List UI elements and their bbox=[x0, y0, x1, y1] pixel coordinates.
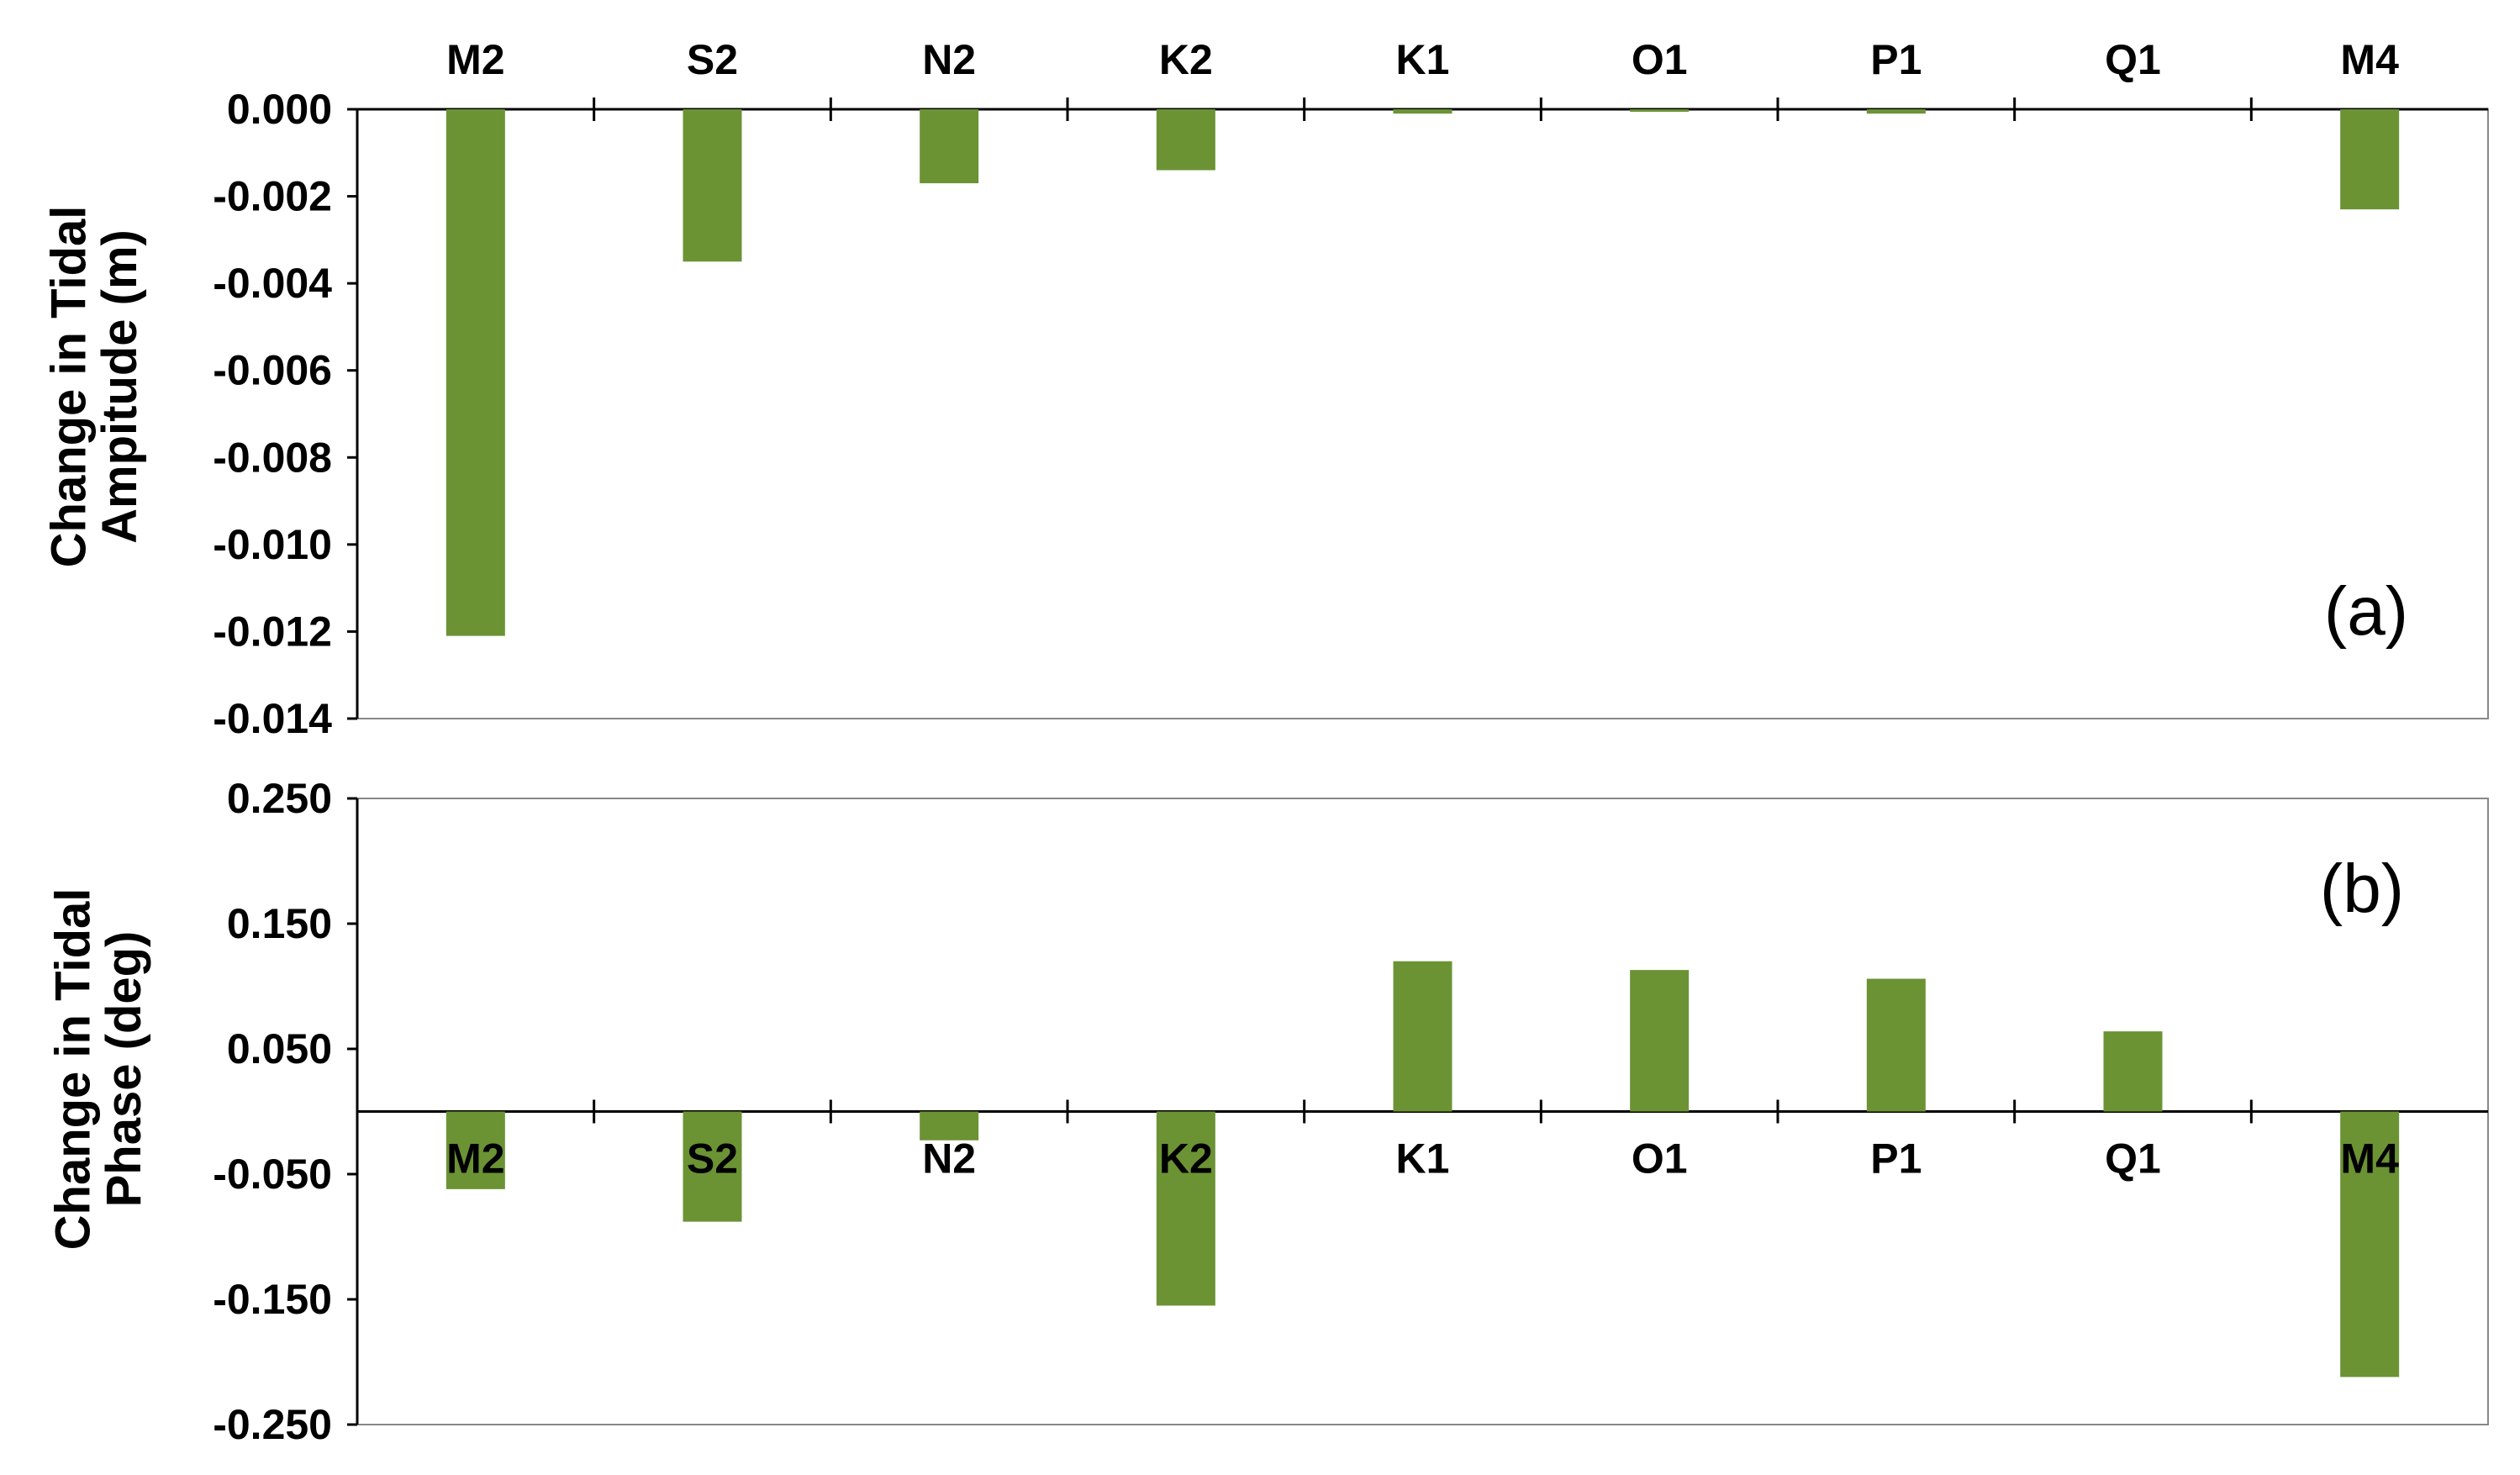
phase-y-tick-label: -0.150 bbox=[213, 1276, 332, 1323]
phase-category-label: P1 bbox=[1870, 1135, 1922, 1183]
phase-bar-p1 bbox=[1866, 978, 1926, 1112]
phase-panel-label: (b) bbox=[2320, 851, 2404, 927]
phase-bar-m2 bbox=[445, 1111, 505, 1189]
amplitude-y-axis-title: Change in TidalAmpitude (m) bbox=[41, 206, 147, 568]
amplitude-chart-panel: 0.000 -0.002 -0.004 -0.006 -0.008 -0.010 -0.01… bbox=[41, 36, 2489, 742]
amplitude-bar-p1 bbox=[1866, 109, 1926, 114]
phase-y-tick-label: 0.050 bbox=[227, 1025, 332, 1072]
amplitude-bar-s2 bbox=[683, 109, 742, 262]
amplitude-y-tick-label: -0.014 bbox=[213, 695, 332, 742]
amplitude-plot-frame bbox=[356, 108, 2489, 719]
amplitude-category-label: O1 bbox=[1632, 36, 1688, 83]
phase-y-axis-title-line: Change in Tidal bbox=[45, 888, 100, 1251]
amplitude-y-tick-label: -0.004 bbox=[213, 260, 332, 307]
phase-category-label: S2 bbox=[687, 1135, 738, 1183]
amplitude-category-label: M2 bbox=[446, 36, 504, 83]
phase-category-label: Q1 bbox=[2105, 1135, 2161, 1183]
amplitude-y-tick-label: -0.012 bbox=[213, 608, 332, 655]
amplitude-y-tick-label: -0.010 bbox=[213, 521, 332, 568]
phase-category-label: N2 bbox=[922, 1135, 976, 1183]
amplitude-bar-o1 bbox=[1630, 109, 1690, 112]
phase-bar-k1 bbox=[1393, 961, 1452, 1112]
amplitude-y-axis-title-line: Change in Tidal bbox=[41, 206, 96, 568]
amplitude-category-label: Q1 bbox=[2105, 36, 2161, 83]
amplitude-y-tick-label: -0.006 bbox=[213, 347, 332, 394]
phase-y-axis-title-line: Phase (deg) bbox=[97, 931, 151, 1208]
phase-bar-m4 bbox=[2340, 1111, 2400, 1378]
amplitude-bar-k1 bbox=[1393, 109, 1452, 114]
phase-y-tick-label: -0.050 bbox=[213, 1151, 332, 1198]
amplitude-category-label: S2 bbox=[687, 36, 738, 83]
phase-bar-n2 bbox=[920, 1111, 979, 1140]
phase-bar-o1 bbox=[1630, 970, 1690, 1112]
phase-category-label: M4 bbox=[2340, 1135, 2399, 1183]
phase-y-tick-label: 0.150 bbox=[227, 900, 332, 947]
phase-y-tick-label: -0.250 bbox=[213, 1401, 332, 1448]
phase-bar-s2 bbox=[683, 1111, 742, 1222]
amplitude-bar-m2 bbox=[445, 109, 505, 636]
amplitude-category-label: M4 bbox=[2340, 36, 2399, 83]
phase-chart-panel: 0.250 0.150 0.050 -0.050 -0.150 -0.250 M2 S2 N2 K… bbox=[45, 775, 2489, 1448]
amplitude-y-tick-label: -0.002 bbox=[213, 173, 332, 220]
amplitude-y-tick-label: 0.000 bbox=[227, 86, 332, 133]
phase-category-label: O1 bbox=[1632, 1135, 1688, 1183]
amplitude-y-axis-title-line: Ampitude (m) bbox=[92, 229, 147, 544]
amplitude-category-label: K1 bbox=[1396, 36, 1450, 83]
amplitude-panel-label: (a) bbox=[2324, 573, 2408, 650]
amplitude-category-label: N2 bbox=[922, 36, 976, 83]
phase-category-label: K2 bbox=[1159, 1135, 1213, 1183]
amplitude-bar-m4 bbox=[2340, 109, 2400, 210]
amplitude-bar-k2 bbox=[1156, 109, 1215, 171]
amplitude-category-label: K2 bbox=[1159, 36, 1213, 83]
phase-y-tick-label: 0.250 bbox=[227, 775, 332, 822]
phase-category-label: M2 bbox=[446, 1135, 504, 1183]
phase-category-label: K1 bbox=[1396, 1135, 1450, 1183]
phase-bar-k2 bbox=[1156, 1111, 1215, 1306]
amplitude-category-label: P1 bbox=[1870, 36, 1922, 83]
phase-bar-q1 bbox=[2103, 1031, 2163, 1112]
phase-y-axis-title: Change in TidalPhase (deg) bbox=[45, 888, 151, 1251]
amplitude-bar-n2 bbox=[920, 109, 979, 184]
amplitude-y-tick-label: -0.008 bbox=[213, 434, 332, 481]
